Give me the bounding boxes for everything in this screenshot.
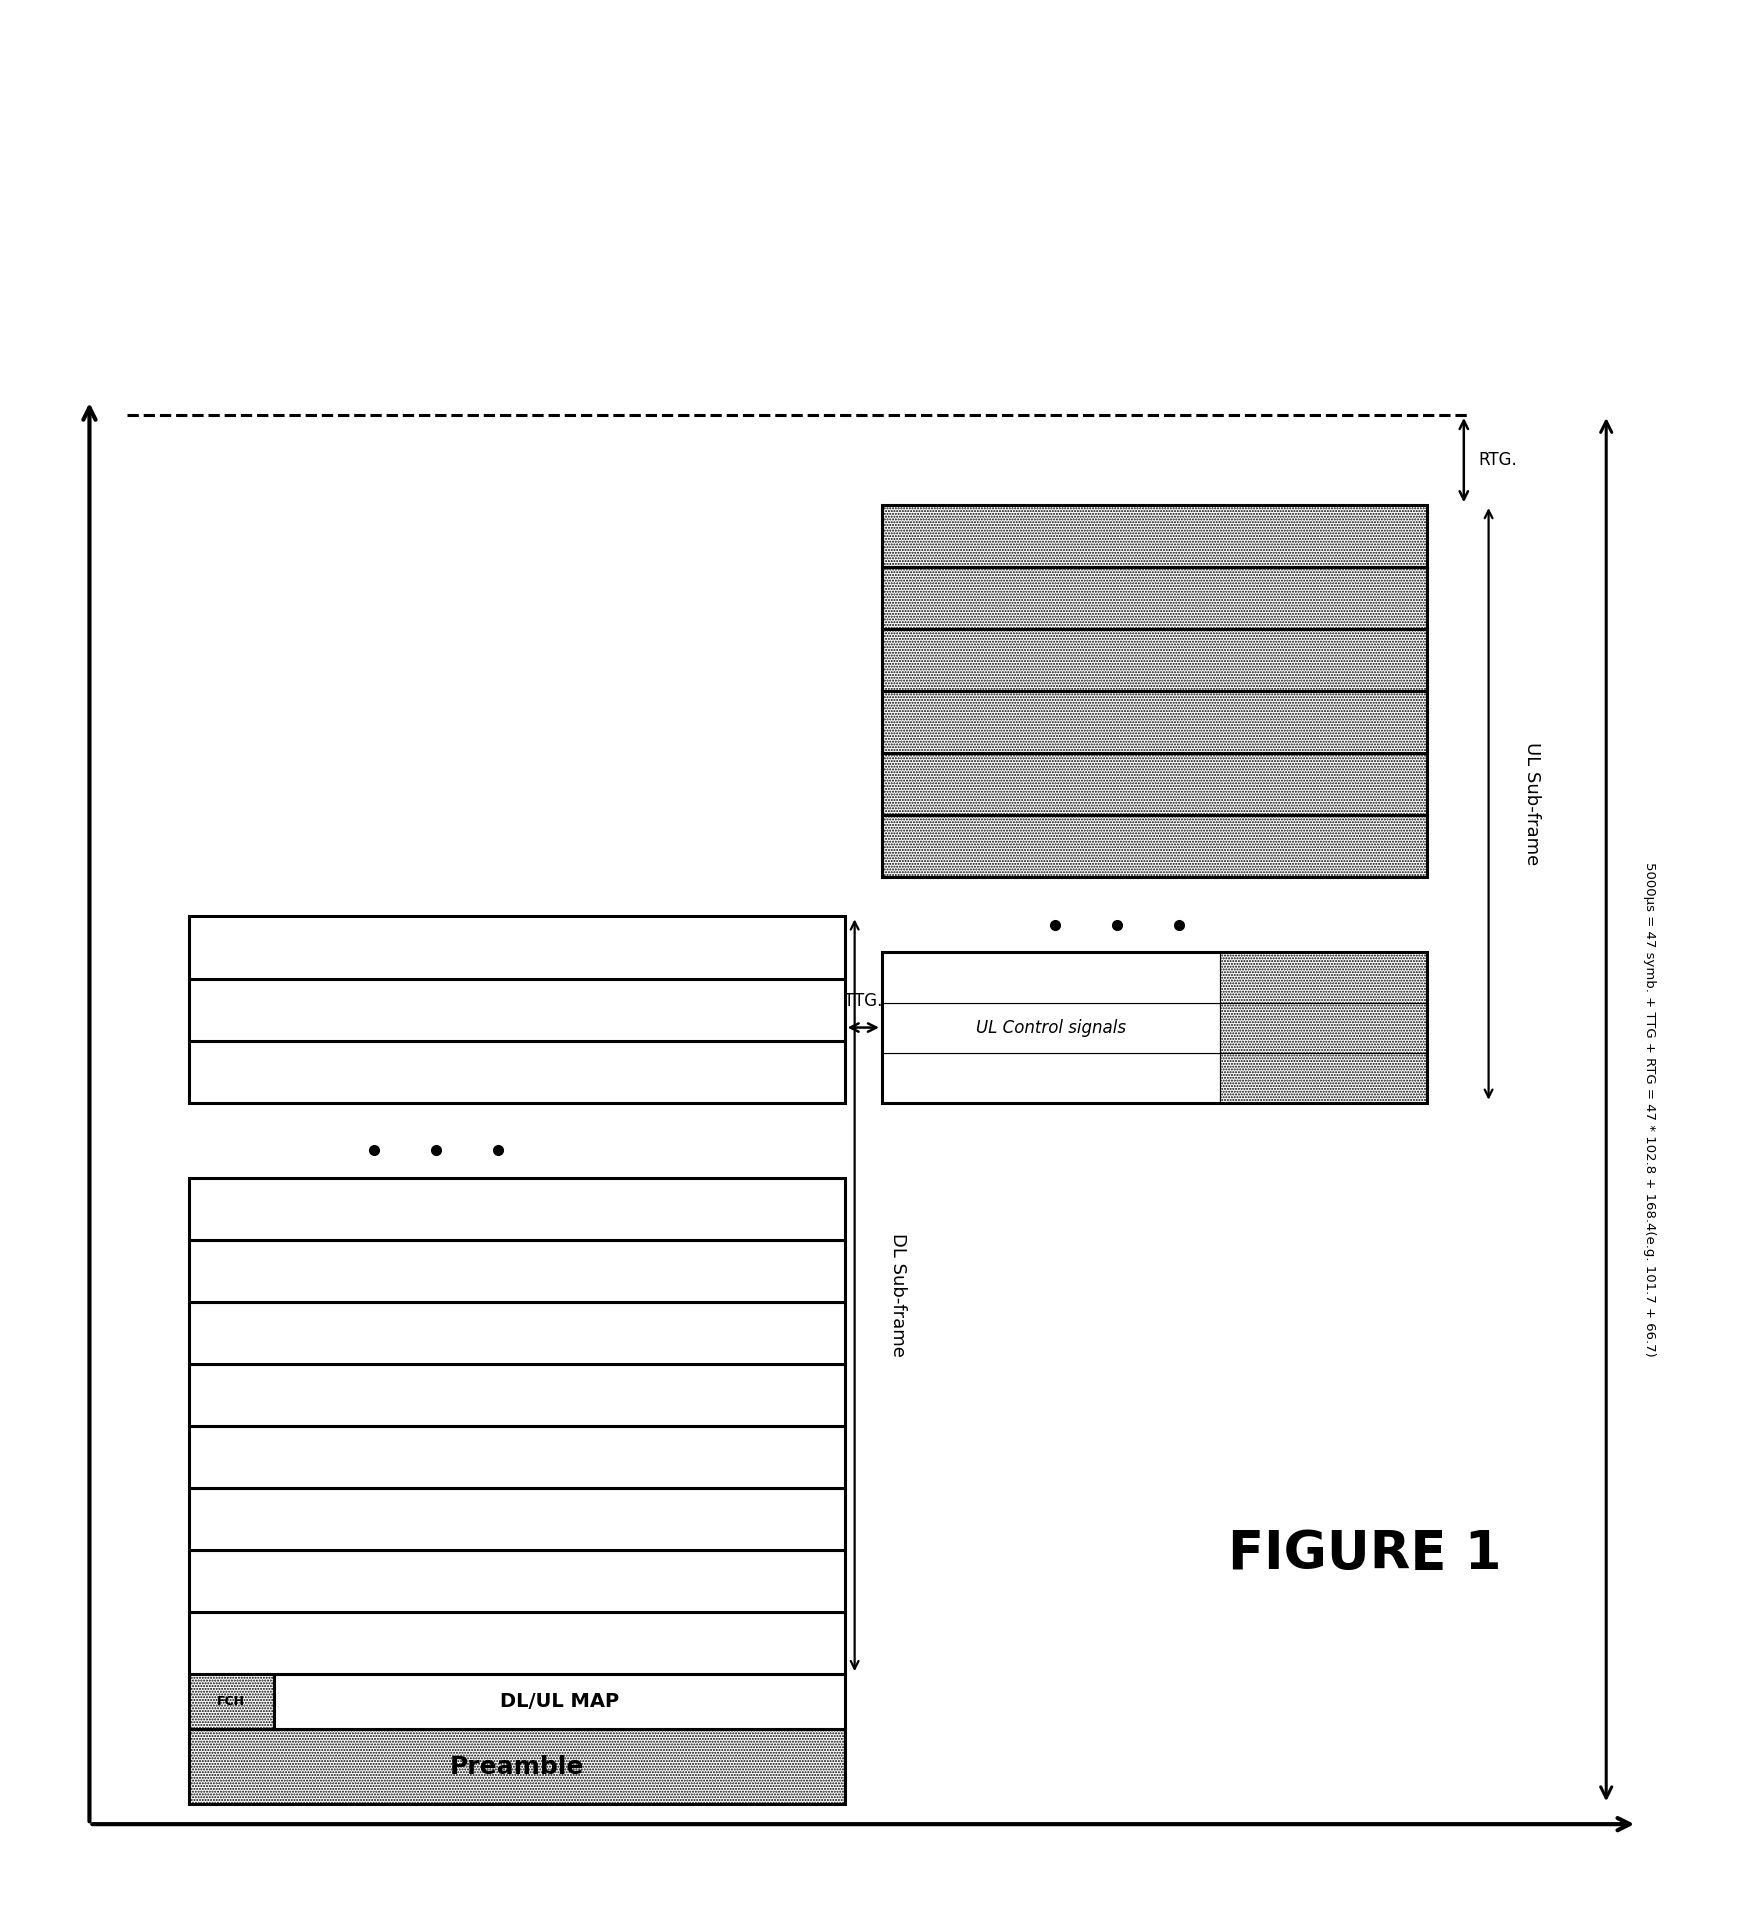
- Bar: [882, 952, 1426, 1102]
- Text: DL Sub-frame: DL Sub-frame: [889, 1234, 908, 1358]
- Bar: [1219, 1003, 1426, 1053]
- Text: FCH: FCH: [217, 1695, 245, 1709]
- Bar: [882, 1053, 1219, 1102]
- Text: DL/UL MAP: DL/UL MAP: [499, 1692, 619, 1711]
- Bar: [882, 505, 1426, 566]
- Bar: [1219, 952, 1426, 1003]
- Bar: [188, 1426, 845, 1487]
- Bar: [188, 1240, 845, 1302]
- Bar: [188, 1364, 845, 1426]
- Bar: [188, 1041, 845, 1102]
- Text: 5000μs = 47 symb. + TTG + RTG = 47 * 102.8 + 168.4(e.g. 101.7 + 66.7): 5000μs = 47 symb. + TTG + RTG = 47 * 102…: [1643, 862, 1656, 1358]
- Bar: [273, 1674, 845, 1730]
- Bar: [188, 1611, 845, 1674]
- Bar: [188, 1674, 273, 1730]
- Bar: [188, 917, 845, 978]
- Bar: [188, 1487, 845, 1550]
- Bar: [188, 1302, 845, 1364]
- Text: UL Control signals: UL Control signals: [976, 1018, 1125, 1037]
- Bar: [188, 1179, 845, 1240]
- Bar: [188, 978, 845, 1041]
- Text: UL Sub-frame: UL Sub-frame: [1523, 742, 1541, 866]
- Text: RTG.: RTG.: [1478, 452, 1518, 469]
- Bar: [882, 692, 1426, 753]
- Bar: [1219, 1053, 1426, 1102]
- Bar: [882, 1003, 1219, 1053]
- Text: TTG.: TTG.: [843, 992, 882, 1009]
- Bar: [882, 566, 1426, 629]
- Bar: [882, 952, 1219, 1003]
- Text: Preamble: Preamble: [449, 1754, 584, 1779]
- Bar: [882, 753, 1426, 816]
- Bar: [882, 816, 1426, 877]
- Bar: [882, 629, 1426, 692]
- Bar: [188, 1730, 845, 1804]
- Bar: [188, 1550, 845, 1611]
- Text: FIGURE 1: FIGURE 1: [1228, 1528, 1501, 1581]
